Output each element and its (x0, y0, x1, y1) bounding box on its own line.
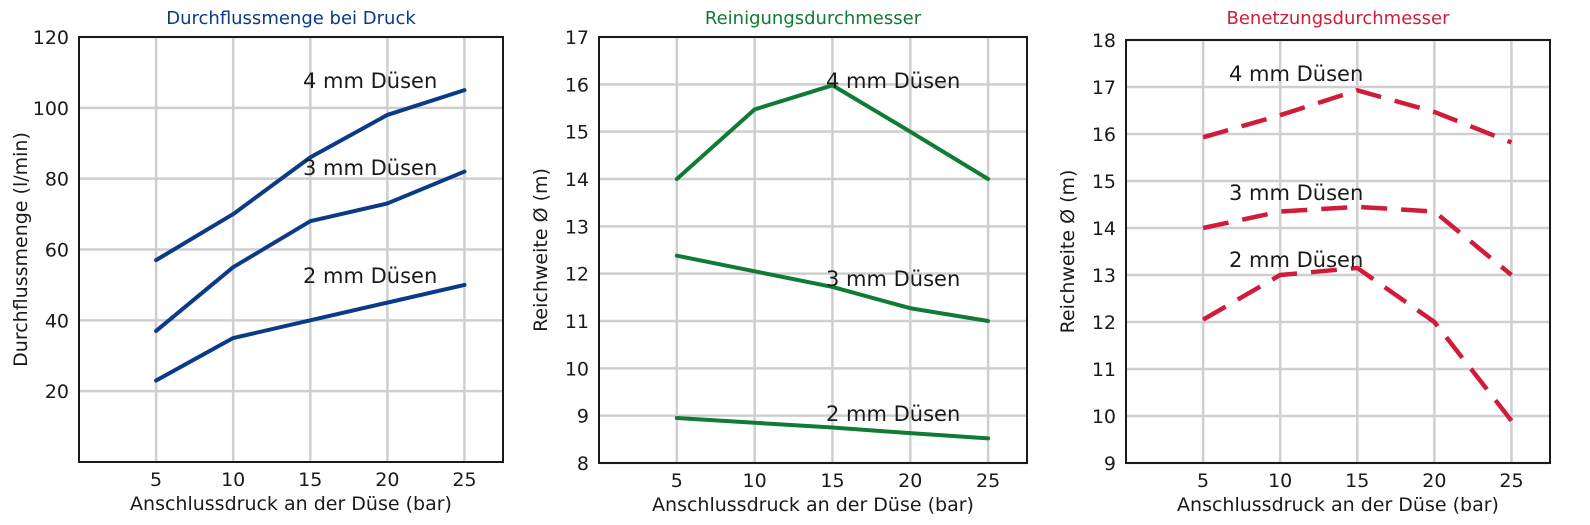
x-axis-label: Anschlussdruck an der Düse (bar) (1177, 494, 1499, 516)
y-axis-label: Durchflussmenge (l/min) (10, 132, 32, 367)
series-label: 2 mm Düsen (826, 402, 960, 426)
x-tick-label: 25 (976, 470, 1000, 492)
chart-title: Durchflussmenge bei Druck (166, 8, 416, 29)
y-tick-label: 10 (565, 358, 589, 380)
y-tick-label: 11 (565, 311, 589, 333)
x-tick-label: 20 (1422, 470, 1446, 492)
y-tick-label: 12 (1092, 312, 1116, 334)
y-tick-label: 9 (1104, 453, 1116, 475)
series-line (1202, 204, 1513, 277)
y-tick-label: 17 (1092, 77, 1116, 99)
x-axis-label: Anschlussdruck an der Düse (bar) (652, 494, 974, 516)
y-tick-label: 16 (565, 74, 589, 96)
y-tick-label: 18 (1092, 30, 1116, 52)
series-label: 4 mm Düsen (826, 69, 960, 93)
y-tick-label: 13 (565, 216, 589, 238)
y-tick-label: 13 (1092, 265, 1116, 287)
x-tick-label: 5 (671, 470, 683, 492)
series-label: 2 mm Düsen (1229, 248, 1363, 272)
chart-title: Reinigungsdurchmesser (705, 8, 922, 29)
y-tick-label: 12 (565, 264, 589, 286)
y-tick-label: 14 (1092, 218, 1116, 240)
chart-panel-2: 5 10 15 20 25 8 9 10 11 12 13 14 15 16 17 Reinigungsdur… (530, 8, 1028, 516)
x-tick-label: 5 (150, 469, 162, 491)
series-label: 3 mm Düsen (303, 156, 437, 180)
plot-frame (78, 36, 504, 463)
x-axis-label: Anschlussdruck an der Düse (bar) (130, 493, 452, 515)
y-tick-label: 120 (33, 27, 69, 49)
y-tick-label: 9 (577, 406, 589, 428)
series-label: 4 mm Düsen (1229, 62, 1363, 86)
y-tick-label: 60 (45, 240, 69, 262)
x-tick-label: 20 (898, 470, 922, 492)
plot-frame (1125, 39, 1551, 464)
series-label: 3 mm Düsen (1229, 181, 1363, 205)
x-tick-label: 10 (1268, 470, 1292, 492)
y-tick-label: 10 (1092, 406, 1116, 428)
y-tick-label: 11 (1092, 359, 1116, 381)
series-label: 3 mm Düsen (826, 267, 960, 291)
chart-title: Benetzungsdurchmesser (1226, 8, 1450, 29)
series-label: 4 mm Düsen (303, 69, 437, 93)
y-tick-label: 14 (565, 169, 589, 191)
chart-panel-3: 5 10 15 20 25 9 10 11 12 13 14 15 16 17 18 Benetzungsdu… (1057, 8, 1551, 516)
y-tick-label: 8 (577, 453, 589, 475)
x-tick-label: 10 (221, 469, 245, 491)
y-tick-label: 40 (45, 310, 69, 332)
y-tick-label: 16 (1092, 124, 1116, 146)
y-tick-label: 15 (1092, 171, 1116, 193)
x-tick-label: 5 (1197, 470, 1209, 492)
x-tick-label: 15 (1345, 470, 1369, 492)
plot-frame (598, 36, 1028, 464)
x-tick-label: 25 (1499, 470, 1523, 492)
x-tick-label: 20 (375, 469, 399, 491)
y-tick-label: 15 (565, 122, 589, 144)
y-axis-label: Reichweite Ø (m) (1057, 170, 1079, 334)
y-tick-label: 80 (45, 169, 69, 191)
x-tick-label: 15 (820, 470, 844, 492)
x-tick-label: 15 (298, 469, 322, 491)
y-tick-label: 20 (45, 381, 69, 403)
y-tick-label: 17 (565, 27, 589, 49)
series-label: 2 mm Düsen (303, 264, 437, 288)
y-axis-label: Reichweite Ø (m) (530, 168, 552, 332)
y-tick-label: 100 (33, 98, 69, 120)
x-tick-label: 25 (452, 469, 476, 491)
x-tick-label: 10 (743, 470, 767, 492)
chart-panel-1: 5 10 15 20 25 20 40 60 80 100 120 Durchflussmenge b… (10, 8, 504, 515)
